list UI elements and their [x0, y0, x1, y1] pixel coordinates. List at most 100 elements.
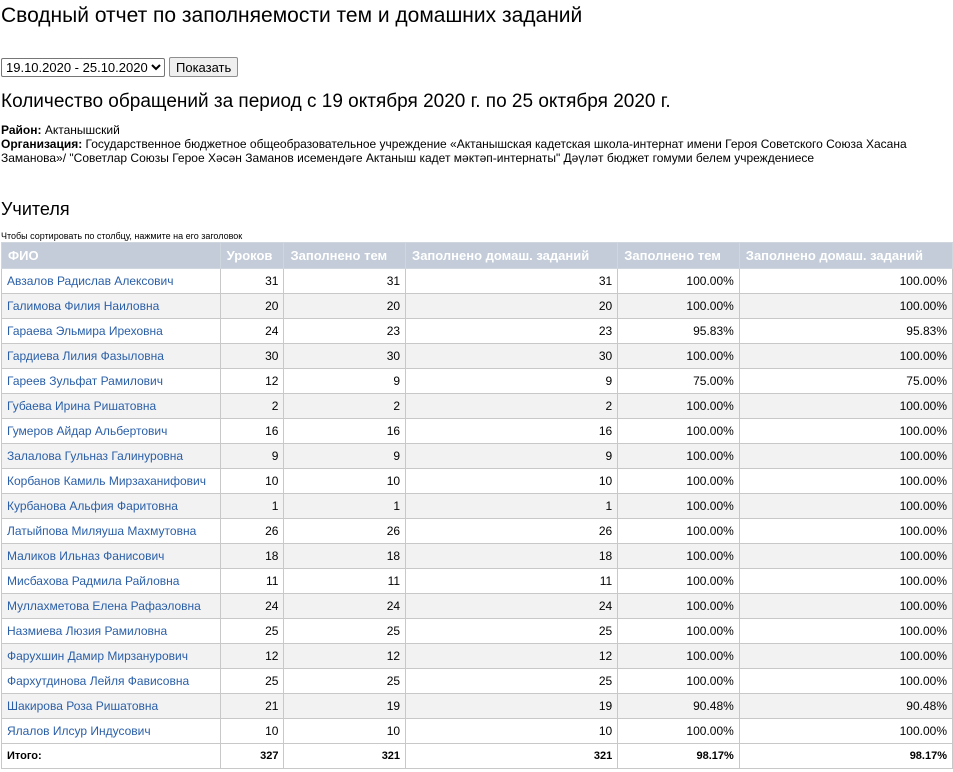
teacher-link[interactable]: Гумеров Айдар Альбертович — [7, 424, 168, 438]
value-cell: 24 — [405, 593, 619, 619]
teacher-name-cell: Авзалов Радислав Алексович — [1, 268, 221, 294]
teacher-link[interactable]: Губаева Ирина Ришатовна — [7, 399, 157, 413]
value-cell: 95.83% — [617, 318, 740, 344]
value-cell: 2 — [283, 393, 407, 419]
teacher-name-cell: Корбанов Камиль Мирзаханифович — [1, 468, 221, 494]
value-cell: 26 — [283, 518, 407, 544]
value-cell: 24 — [219, 318, 285, 344]
value-cell: 19 — [405, 693, 619, 719]
teacher-name-cell: Ялалов Илсур Индусович — [1, 718, 221, 744]
teacher-name-cell: Галимова Филия Наиловна — [1, 293, 221, 319]
value-cell: 20 — [283, 293, 407, 319]
value-cell: 18 — [405, 543, 619, 569]
teacher-name-cell: Гумеров Айдар Альбертович — [1, 418, 221, 444]
value-cell: 2 — [405, 393, 619, 419]
value-cell: 9 — [283, 443, 407, 469]
header-row: ФИО Уроков Заполнено тем Заполнено домаш. з… — [1, 242, 953, 269]
teacher-link[interactable]: Назмиева Люзия Рамиловна — [7, 624, 168, 638]
value-cell: 100.00% — [738, 493, 953, 519]
value-cell: 100.00% — [617, 493, 740, 519]
teacher-link[interactable]: Гареев Зульфат Рамилович — [7, 374, 163, 388]
value-cell: 100.00% — [738, 518, 953, 544]
value-cell: 90.48% — [738, 693, 953, 719]
teacher-link[interactable]: Корбанов Камиль Мирзаханифович — [7, 474, 206, 488]
value-cell: 9 — [219, 443, 285, 469]
value-cell: 24 — [283, 593, 407, 619]
column-header[interactable]: Заполнено тем — [283, 242, 407, 269]
teacher-link[interactable]: Авзалов Радислав Алексович — [7, 274, 174, 288]
teacher-name-cell: Курбанова Альфия Фаритовна — [1, 493, 221, 519]
value-cell: 90.48% — [617, 693, 740, 719]
teachers-table: ФИО Уроков Заполнено тем Заполнено домаш. з… — [1, 242, 953, 769]
teacher-name-cell: Маликов Ильназ Фанисович — [1, 543, 221, 569]
teacher-name-cell: Фарухшин Дамир Мирзанурович — [1, 643, 221, 669]
value-cell: 23 — [405, 318, 619, 344]
district-value: Актанышский — [44, 123, 120, 137]
value-cell: 100.00% — [738, 343, 953, 369]
value-cell: 11 — [405, 568, 619, 594]
district-label: Район: — [1, 123, 42, 137]
value-cell: 9 — [283, 368, 407, 394]
value-cell: 2 — [219, 393, 285, 419]
table-row: Гареев Зульфат Рамилович 12 9 9 75.00% 75.00% — [1, 368, 953, 394]
teacher-link[interactable]: Фарухшин Дамир Мирзанурович — [7, 649, 188, 663]
value-cell: 24 — [219, 593, 285, 619]
value-cell: 1 — [219, 493, 285, 519]
teacher-name-cell: Гараева Эльмира Иреховна — [1, 318, 221, 344]
value-cell: 26 — [405, 518, 619, 544]
value-cell: 10 — [219, 718, 285, 744]
teacher-link[interactable]: Гараева Эльмира Иреховна — [7, 324, 163, 338]
teacher-link[interactable]: Курбанова Альфия Фаритовна — [7, 499, 178, 513]
teacher-link[interactable]: Ялалов Илсур Индусович — [7, 724, 151, 738]
value-cell: 10 — [219, 468, 285, 494]
teacher-link[interactable]: Муллахметова Елена Рафаэловна — [7, 599, 201, 613]
value-cell: 100.00% — [617, 393, 740, 419]
table-row: Гараева Эльмира Иреховна 24 23 23 95.83% 95.8… — [1, 318, 953, 344]
value-cell: 11 — [219, 568, 285, 594]
value-cell: 100.00% — [617, 443, 740, 469]
org-info: Район: Актанышский Организация: Государс… — [1, 123, 953, 165]
show-button[interactable]: Показать — [169, 57, 239, 77]
table-row: Залалова Гульназ Галинуровна 9 9 9 100.00% 10… — [1, 443, 953, 469]
total-value: 327 — [219, 743, 285, 769]
teacher-link[interactable]: Галимова Филия Наиловна — [7, 299, 160, 313]
column-header[interactable]: Заполнено тем — [617, 242, 740, 269]
teacher-link[interactable]: Маликов Ильназ Фанисович — [7, 549, 165, 563]
value-cell: 100.00% — [617, 643, 740, 669]
teacher-link[interactable]: Гардиева Лилия Фазыловна — [7, 349, 164, 363]
value-cell: 25 — [283, 668, 407, 694]
value-cell: 100.00% — [738, 268, 953, 294]
table-row: Фархутдинова Лейля Фависовна 25 25 25 100.00… — [1, 668, 953, 694]
period-select[interactable]: 19.10.2020 - 25.10.2020 — [1, 57, 165, 77]
value-cell: 25 — [219, 668, 285, 694]
teacher-name-cell: Латыйпова Миляуша Махмутовна — [1, 518, 221, 544]
value-cell: 30 — [283, 343, 407, 369]
value-cell: 100.00% — [738, 568, 953, 594]
column-header[interactable]: Заполнено домаш. заданий — [405, 242, 619, 269]
value-cell: 100.00% — [617, 593, 740, 619]
table-row: Маликов Ильназ Фанисович 18 18 18 100.00% 100… — [1, 543, 953, 569]
value-cell: 31 — [405, 268, 619, 294]
column-header[interactable]: Уроков — [219, 242, 285, 269]
table-row: Мисбахова Радмила Райловна 11 11 11 100.00% 1… — [1, 568, 953, 594]
value-cell: 25 — [283, 618, 407, 644]
value-cell: 20 — [219, 293, 285, 319]
teacher-link[interactable]: Залалова Гульназ Галинуровна — [7, 449, 184, 463]
table-row: Муллахметова Елена Рафаэловна 24 24 24 100.0… — [1, 593, 953, 619]
table-row: Курбанова Альфия Фаритовна 1 1 1 100.00% 100.… — [1, 493, 953, 519]
teacher-link[interactable]: Фархутдинова Лейля Фависовна — [7, 674, 190, 688]
column-header[interactable]: ФИО — [1, 242, 221, 269]
value-cell: 100.00% — [738, 418, 953, 444]
table-row: Авзалов Радислав Алексович 31 31 31 100.00% 1… — [1, 268, 953, 294]
table-row: Губаева Ирина Ришатовна 2 2 2 100.00% 100.00% — [1, 393, 953, 419]
teacher-link[interactable]: Мисбахова Радмила Райловна — [7, 574, 180, 588]
value-cell: 16 — [405, 418, 619, 444]
total-value: 98.17% — [738, 743, 953, 769]
teacher-link[interactable]: Шакирова Роза Ришатовна — [7, 699, 159, 713]
value-cell: 30 — [219, 343, 285, 369]
page-title: Сводный отчет по заполняемости тем и дом… — [1, 4, 583, 27]
teacher-link[interactable]: Латыйпова Миляуша Махмутовна — [7, 524, 197, 538]
value-cell: 10 — [405, 718, 619, 744]
org-label: Организация: — [1, 137, 83, 151]
column-header[interactable]: Заполнено домаш. заданий — [738, 242, 953, 269]
